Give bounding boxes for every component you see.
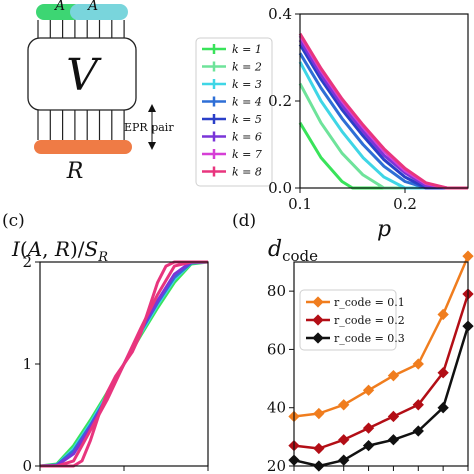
data-point-d-0 [437,308,449,321]
legend-label-rcode: r_code = 0.3 [334,332,405,345]
panel-label-d: (d) [232,211,256,231]
unitary-box [27,37,137,111]
y-tick-label: 0.0 [268,179,292,197]
data-point-d-0 [313,407,325,420]
k-legend: k = 1 k = 2 k = 3 k = 4 k = 5 k = 6 k = 7 k = 8 [195,37,273,187]
y-tick-label: 40 [267,399,286,417]
series-line-d-0 [293,255,470,418]
data-point-d-2 [412,425,424,437]
series-line-b-4 [298,43,468,190]
series-line-c-5 [40,260,208,468]
legend-label-k: k = 7 [232,148,262,161]
rcode-legend-frame [299,289,397,351]
subsystem-a-left-bar [36,4,82,20]
legend-label-k: k = 6 [232,131,262,144]
data-point-d-2 [362,439,375,452]
panel-b-xlabel: p [377,217,391,242]
data-point-d-1 [437,367,449,379]
data-point-d-2 [387,434,400,446]
circuit-diagram: A A V R EPR pair [27,0,174,184]
svg-text:I(A, R)/SR: I(A, R)/SR [11,237,108,265]
reference-bar [34,140,132,154]
panel-c-title: I(A, R)/SR [11,237,108,265]
panel-c-chart: 0.00.51.0012 [22,253,219,474]
legend-label-k: k = 3 [232,78,262,91]
y-tick-label: 0.4 [268,5,292,23]
svg-text:dcode: dcode [268,237,318,265]
legend-label-k: k = 8 [232,166,262,179]
series-line-b-7 [298,32,468,190]
legend-marker-rcode [312,296,324,308]
panel-d-chart: 1234567820406080 r_code = 0.1r_code = 0.… [267,250,474,474]
unitary-label: V [66,50,102,101]
panel-b-chart: 0.1 0.2 0.0 0.2 0.4 p [268,5,469,242]
legend-label-k: k = 4 [232,96,262,109]
legend-label-k: k = 5 [232,113,262,126]
data-point-d-0 [362,384,375,396]
panel-d-title: dcode [268,237,318,265]
data-point-d-0 [387,370,400,382]
label-a-right: A [86,0,98,14]
label-a-left: A [53,0,65,14]
data-point-d-1 [338,434,350,446]
bottom-legs [37,110,125,140]
epr-pair-label: EPR pair [124,121,174,134]
legend-label-rcode: r_code = 0.1 [334,296,405,309]
data-point-d-1 [412,399,424,411]
data-point-d-1 [313,442,325,455]
legend-marker-rcode [312,314,324,326]
y-tick-label: 80 [267,282,286,300]
y-tick-label: 1 [22,355,32,373]
data-point-d-0 [412,358,424,370]
legend-label-k: k = 2 [232,61,262,74]
x-tick-label: 0.1 [288,195,312,213]
panel-d-frame [293,261,469,467]
legend-label-rcode: r_code = 0.2 [334,314,405,327]
y-tick-label: 0 [22,457,32,474]
rcode-legend: r_code = 0.1 r_code = 0.2 r_code = 0.3 [299,289,405,351]
reference-label: R [66,159,84,184]
y-tick-label: 2 [22,253,32,271]
data-point-d-0 [338,399,350,411]
panel-label-c: (c) [2,211,25,231]
data-point-d-2 [437,402,449,414]
epr-arrow [148,104,156,150]
legend-label-k: k = 1 [232,43,262,56]
series-line-b-1 [298,82,468,190]
data-point-d-1 [362,422,375,434]
legend-marker-rcode [312,332,324,344]
subsystem-a-right-bar [70,4,128,20]
x-tick-label: 0.2 [393,195,417,213]
data-point-d-0 [462,250,474,262]
y-tick-label: 60 [267,340,286,358]
data-point-d-1 [387,410,400,423]
data-point-d-2 [338,454,350,466]
top-legs [37,20,125,38]
y-tick-label: 20 [267,457,286,474]
y-tick-label: 0.2 [268,92,292,110]
